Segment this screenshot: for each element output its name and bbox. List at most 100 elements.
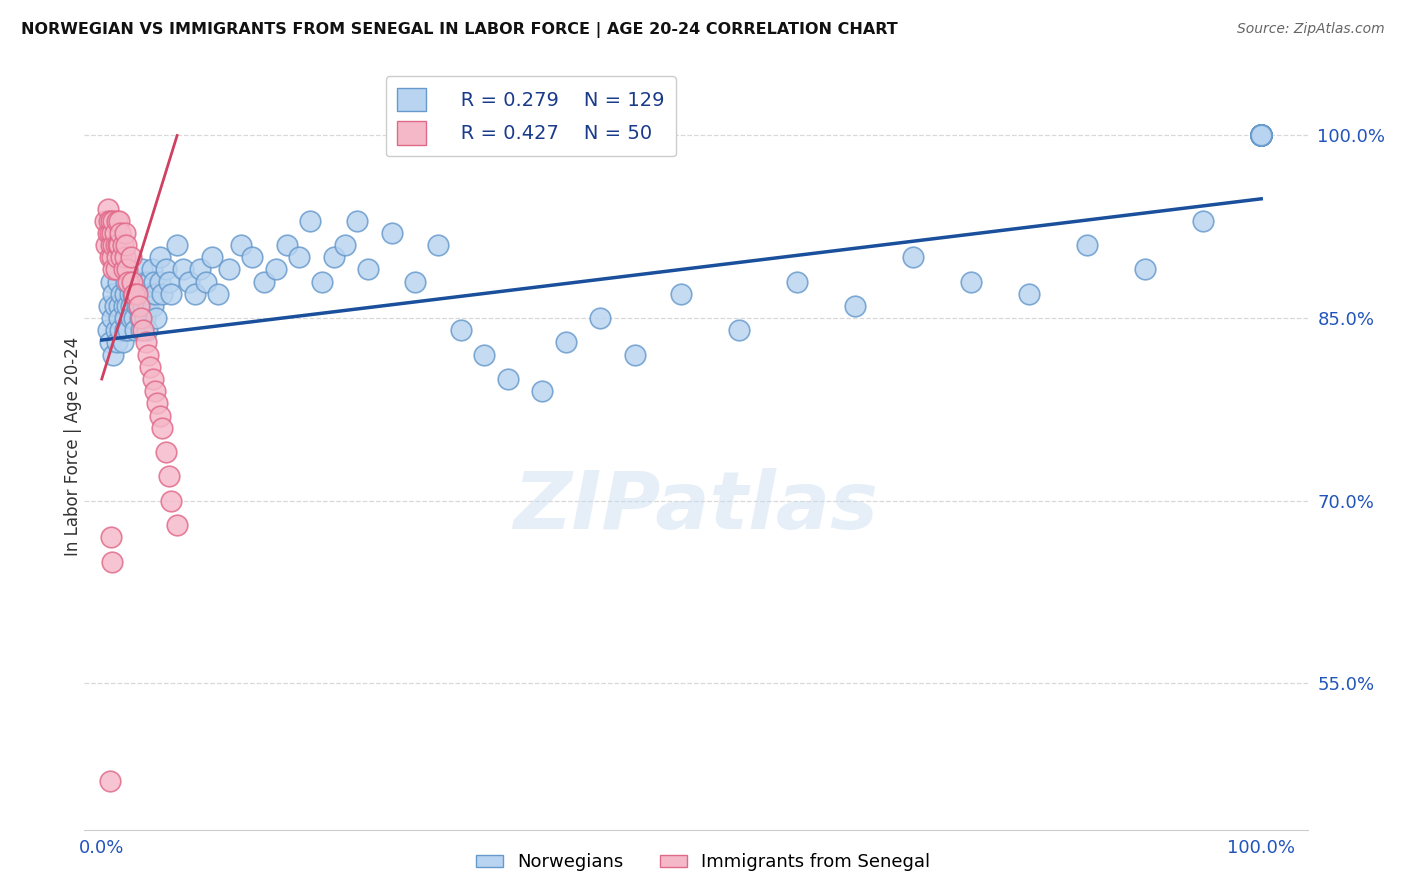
- Point: [112, 262, 135, 277]
- Point: [127, 275, 149, 289]
- Point: [531, 384, 554, 399]
- Point: [104, 262, 127, 277]
- Point: [128, 299, 150, 313]
- Point: [1250, 128, 1272, 143]
- Point: [786, 275, 808, 289]
- Point: [111, 238, 134, 252]
- Point: [105, 335, 128, 350]
- Point: [554, 335, 576, 350]
- Point: [114, 226, 136, 240]
- Point: [96, 323, 118, 337]
- Text: Source: ZipAtlas.com: Source: ZipAtlas.com: [1237, 22, 1385, 37]
- Point: [111, 335, 134, 350]
- Point: [108, 311, 131, 326]
- Point: [218, 262, 240, 277]
- Point: [276, 238, 298, 252]
- Point: [150, 421, 173, 435]
- Point: [131, 262, 153, 277]
- Point: [100, 530, 122, 544]
- Point: [1250, 128, 1272, 143]
- Point: [1250, 128, 1272, 143]
- Point: [1250, 128, 1272, 143]
- Point: [671, 286, 693, 301]
- Point: [103, 286, 125, 301]
- Point: [122, 286, 145, 301]
- Point: [142, 299, 165, 313]
- Point: [132, 323, 155, 337]
- Point: [105, 213, 128, 227]
- Point: [114, 250, 136, 264]
- Point: [120, 311, 142, 326]
- Point: [1250, 128, 1272, 143]
- Point: [129, 311, 152, 326]
- Point: [136, 286, 159, 301]
- Point: [103, 238, 125, 252]
- Point: [121, 275, 143, 289]
- Point: [728, 323, 751, 337]
- Point: [1250, 128, 1272, 143]
- Point: [150, 286, 173, 301]
- Point: [96, 202, 118, 216]
- Point: [157, 469, 180, 483]
- Point: [1250, 128, 1272, 143]
- Point: [844, 299, 866, 313]
- Point: [229, 238, 252, 252]
- Point: [1250, 128, 1272, 143]
- Point: [121, 275, 143, 289]
- Point: [589, 311, 612, 326]
- Point: [149, 409, 172, 423]
- Point: [136, 323, 159, 337]
- Point: [117, 262, 139, 277]
- Point: [242, 250, 264, 264]
- Point: [1192, 213, 1215, 227]
- Point: [114, 323, 136, 337]
- Point: [427, 238, 450, 252]
- Point: [103, 226, 125, 240]
- Point: [155, 262, 177, 277]
- Point: [1250, 128, 1272, 143]
- Point: [357, 262, 380, 277]
- Point: [1250, 128, 1272, 143]
- Point: [177, 275, 200, 289]
- Point: [117, 299, 139, 313]
- Point: [139, 359, 162, 374]
- Point: [1250, 128, 1272, 143]
- Point: [1250, 128, 1272, 143]
- Point: [1135, 262, 1157, 277]
- Point: [183, 286, 205, 301]
- Point: [155, 445, 177, 459]
- Point: [97, 299, 120, 313]
- Point: [149, 250, 172, 264]
- Point: [108, 213, 131, 227]
- Point: [107, 275, 129, 289]
- Point: [1250, 128, 1272, 143]
- Point: [960, 275, 983, 289]
- Point: [110, 250, 132, 264]
- Point: [125, 286, 148, 301]
- Point: [264, 262, 287, 277]
- Point: [114, 311, 136, 326]
- Point: [201, 250, 224, 264]
- Legend:    R = 0.279    N = 129,    R = 0.427    N = 50: R = 0.279 N = 129, R = 0.427 N = 50: [385, 76, 676, 156]
- Text: NORWEGIAN VS IMMIGRANTS FROM SENEGAL IN LABOR FORCE | AGE 20-24 CORRELATION CHAR: NORWEGIAN VS IMMIGRANTS FROM SENEGAL IN …: [21, 22, 898, 38]
- Point: [98, 335, 121, 350]
- Point: [110, 286, 132, 301]
- Point: [1250, 128, 1272, 143]
- Point: [166, 518, 188, 533]
- Point: [108, 299, 131, 313]
- Point: [136, 299, 159, 313]
- Point: [1250, 128, 1272, 143]
- Point: [134, 311, 156, 326]
- Point: [94, 213, 117, 227]
- Point: [98, 773, 121, 788]
- Point: [166, 238, 188, 252]
- Point: [1250, 128, 1272, 143]
- Point: [903, 250, 925, 264]
- Point: [160, 493, 183, 508]
- Point: [100, 213, 122, 227]
- Point: [125, 286, 148, 301]
- Point: [138, 275, 160, 289]
- Point: [120, 299, 142, 313]
- Point: [1250, 128, 1272, 143]
- Point: [1250, 128, 1272, 143]
